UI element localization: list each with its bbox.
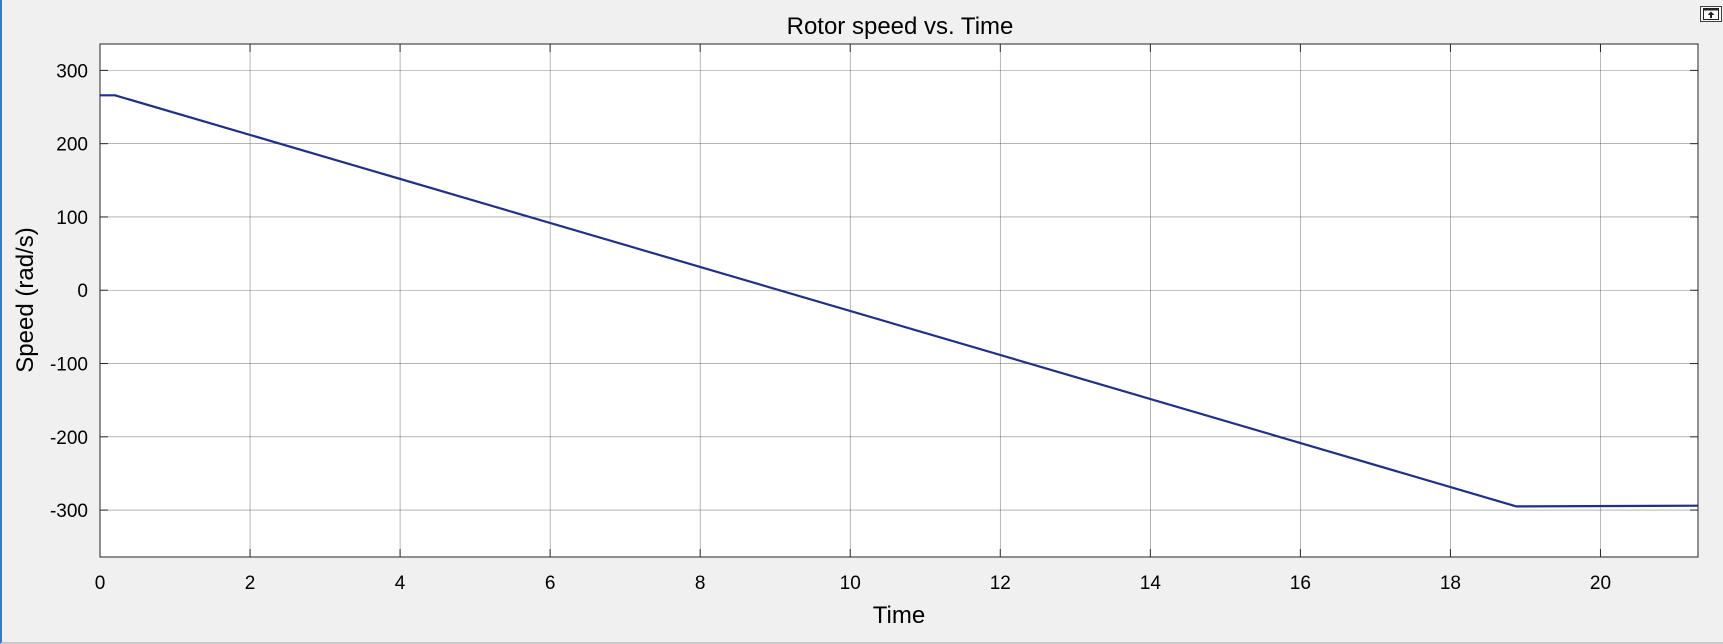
- y-tick-label: -300: [50, 501, 88, 522]
- x-axis-label: Time: [873, 602, 925, 629]
- y-tick-label: 300: [56, 61, 88, 82]
- x-tick-label: 12: [990, 573, 1011, 594]
- chart-title: Rotor speed vs. Time: [787, 13, 1014, 40]
- x-tick-label: 4: [395, 573, 406, 594]
- x-tick-label: 14: [1140, 573, 1162, 594]
- y-tick-label: 100: [56, 208, 88, 229]
- axes-box: [99, 43, 1699, 558]
- y-tick-label: 0: [77, 281, 88, 302]
- x-tick-label: 0: [95, 573, 106, 594]
- undock-icon: [1703, 8, 1719, 20]
- y-tick-label: -100: [50, 355, 88, 376]
- x-tick-label: 10: [840, 573, 861, 594]
- x-tick-label: 20: [1590, 573, 1611, 594]
- x-tick-label: 18: [1440, 573, 1461, 594]
- y-axis-label: Speed (rad/s): [12, 227, 39, 372]
- y-tick-label: 200: [56, 135, 88, 156]
- series-layer: [100, 94, 1699, 508]
- x-tick-label: 8: [695, 573, 706, 594]
- x-tick-label: 6: [545, 573, 556, 594]
- undock-button[interactable]: [1700, 6, 1722, 22]
- series-line: [100, 94, 1699, 508]
- x-tick-labels: 0 2 4 6 8 10 12 14 16 18 20: [95, 573, 1611, 594]
- y-tick-label: -200: [50, 428, 88, 449]
- grid-lines: [100, 44, 1698, 557]
- y-tick-labels: 300 200 100 0 -100 -200 -300: [50, 61, 88, 522]
- x-tick-label: 2: [245, 573, 256, 594]
- x-tick-label: 16: [1290, 573, 1311, 594]
- axes-background: [100, 44, 1698, 557]
